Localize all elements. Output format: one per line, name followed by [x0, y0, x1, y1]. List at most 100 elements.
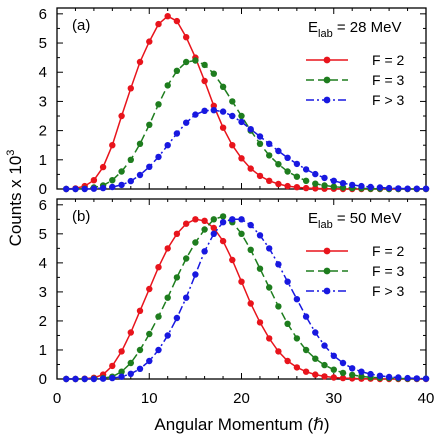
data-point	[201, 107, 208, 115]
data-point	[164, 332, 171, 339]
legend-entry: F > 3	[306, 92, 405, 108]
data-point	[302, 177, 310, 184]
data-point	[164, 142, 171, 149]
data-point	[136, 140, 144, 147]
data-point	[164, 13, 171, 20]
data-point	[404, 374, 411, 382]
data-point	[395, 374, 402, 381]
data-point	[367, 370, 374, 378]
data-point	[109, 183, 116, 191]
data-point	[136, 58, 144, 66]
energy-subscript: lab	[318, 219, 333, 231]
data-point	[275, 303, 282, 310]
data-point	[238, 230, 245, 237]
data-point	[238, 216, 245, 223]
data-point	[293, 160, 301, 168]
y-tick-label: 3	[39, 284, 47, 301]
data-point	[349, 181, 356, 189]
data-point	[62, 185, 70, 193]
panel-a: 0 1 2 3 4 5 6 (a) Elab = 28 MeV F = 2 F = 3 F > 3	[39, 6, 430, 198]
data-point	[118, 168, 125, 175]
data-point	[81, 185, 88, 193]
data-point	[219, 108, 227, 115]
data-point	[256, 133, 264, 140]
data-point	[238, 155, 245, 162]
data-point	[293, 335, 301, 342]
data-point	[210, 107, 217, 114]
data-point	[109, 142, 116, 149]
data-point	[275, 147, 282, 155]
data-point	[312, 355, 319, 362]
data-point	[247, 246, 254, 253]
data-point	[146, 38, 153, 45]
data-point	[312, 180, 319, 187]
data-point	[81, 375, 88, 383]
data-point	[118, 181, 125, 189]
y-tick-label: 2	[39, 313, 47, 330]
data-point	[330, 352, 337, 359]
data-point	[192, 239, 199, 246]
legend-entry: F = 2	[306, 52, 405, 68]
data-point	[247, 221, 254, 229]
legend-label: F > 3	[372, 92, 405, 108]
data-point	[358, 182, 365, 190]
data-point	[302, 313, 310, 320]
data-point	[164, 294, 171, 301]
data-point	[90, 185, 98, 192]
energy-value: = 50 MeV	[333, 210, 402, 227]
data-point	[293, 364, 301, 371]
legend-swatch-marker	[323, 287, 331, 295]
data-point	[293, 184, 301, 191]
data-point	[146, 285, 153, 293]
data-point	[302, 346, 310, 354]
data-point	[155, 153, 162, 161]
legend-label: F = 3	[372, 72, 405, 88]
data-point	[136, 346, 144, 354]
data-point	[146, 121, 153, 128]
data-point	[339, 374, 347, 382]
y-axis-title: Counts x 103	[5, 150, 25, 247]
data-point	[201, 61, 208, 69]
data-point	[99, 375, 107, 382]
data-point	[192, 57, 199, 64]
panel-label: (a)	[72, 17, 90, 34]
data-point	[127, 85, 134, 92]
data-point	[358, 373, 365, 380]
legend-label: F = 2	[372, 243, 405, 259]
series-line	[66, 59, 426, 190]
data-point	[173, 230, 181, 237]
data-point	[109, 177, 116, 184]
x-tick-label: 40	[418, 390, 435, 407]
data-point	[339, 180, 347, 187]
legend-label: F > 3	[372, 283, 405, 299]
data-point	[312, 170, 319, 178]
data-point	[118, 348, 125, 355]
panel-b: 0 1 2 3 4 5 6 0 10 20 30 40 (b) Elab = 50 MeV F = 2 F =…	[39, 197, 435, 407]
data-point	[284, 154, 291, 161]
data-point	[367, 183, 374, 191]
data-point	[210, 216, 217, 223]
data-point	[99, 184, 107, 192]
energy-value: = 28 MeV	[333, 19, 402, 36]
data-point	[293, 173, 301, 180]
data-point	[146, 330, 153, 338]
data-point	[183, 119, 190, 126]
y-tick-label: 4	[39, 64, 47, 81]
data-point	[339, 369, 347, 377]
data-point	[284, 278, 291, 285]
data-point	[330, 177, 337, 184]
data-point	[219, 237, 227, 245]
legend-swatch-marker	[323, 267, 331, 275]
data-point	[385, 373, 393, 381]
data-point	[256, 319, 264, 326]
data-point	[275, 261, 282, 268]
data-point	[183, 294, 190, 301]
data-point	[219, 124, 227, 131]
data-point	[155, 264, 162, 271]
y-tick-label: 6	[39, 197, 47, 214]
data-point	[256, 140, 264, 147]
data-point	[376, 372, 384, 379]
data-point	[238, 112, 245, 120]
data-point	[413, 185, 420, 192]
series-2	[62, 216, 430, 383]
